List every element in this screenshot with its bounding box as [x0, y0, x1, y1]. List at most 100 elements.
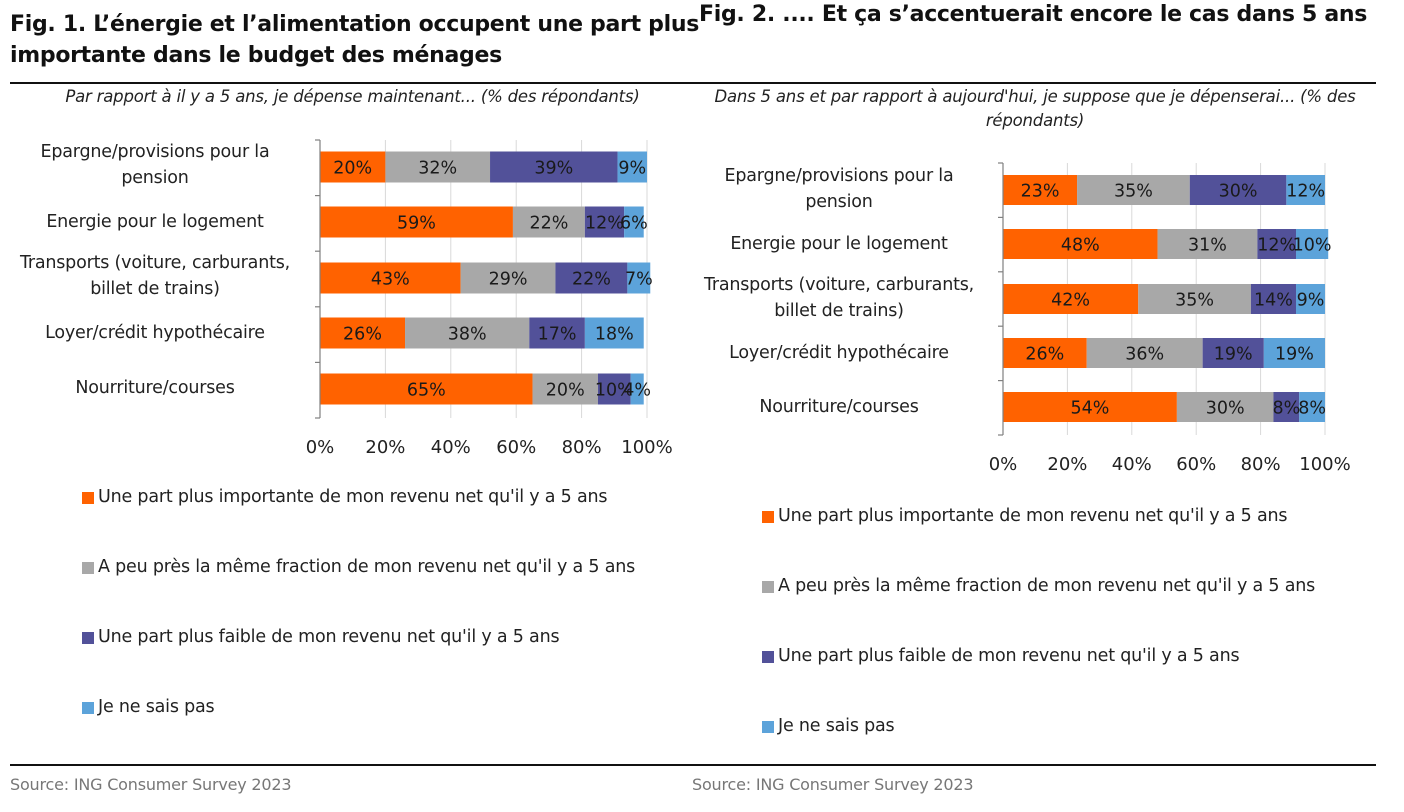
fig1-title: Fig. 1. L’énergie et l’alimentation occu…: [10, 12, 700, 68]
data-label: 29%: [489, 270, 528, 290]
bar-segment-less: [584, 206, 625, 238]
bar-segment-dont_know: [1286, 175, 1325, 205]
bar-segment-dont_know: [1296, 284, 1325, 314]
bar-segment-more: [1003, 392, 1177, 422]
bar-segment-less: [490, 151, 618, 183]
data-label: 42%: [1051, 291, 1090, 311]
data-label: 14%: [1254, 291, 1293, 311]
data-label: 35%: [1175, 291, 1214, 311]
data-label: 38%: [448, 325, 487, 345]
x-tick-label: 40%: [431, 437, 471, 458]
bar-segment-less: [1273, 392, 1300, 422]
data-label: 43%: [371, 270, 410, 290]
bar-segment-more: [1003, 175, 1078, 205]
data-label: 20%: [546, 381, 585, 401]
data-label: 35%: [1114, 182, 1153, 202]
bar-segment-dont_know: [584, 317, 644, 349]
category-label: Nourriture/courses: [75, 378, 235, 398]
bar-segment-same: [532, 373, 598, 405]
fig1-legend: Une part plus importante de mon revenu n…: [82, 484, 692, 734]
bar-segment-more: [320, 373, 533, 405]
data-label: 19%: [1275, 345, 1314, 365]
bar-segment-same: [460, 262, 556, 294]
data-label: 32%: [418, 159, 457, 179]
bar-segment-more: [320, 262, 461, 294]
data-label: 59%: [397, 214, 436, 234]
fig2-legend: Une part plus importante de mon revenu n…: [762, 503, 1372, 753]
bar-segment-less: [529, 317, 585, 349]
category-label: Epargne/provisions pour la pension: [724, 166, 954, 212]
bar-segment-more: [1003, 229, 1158, 259]
x-tick-label: 40%: [1112, 454, 1152, 475]
bar-segment-dont_know: [617, 151, 647, 183]
category-label: Nourriture/courses: [759, 397, 919, 417]
data-label: 54%: [1070, 399, 1109, 419]
data-label: 9%: [618, 159, 646, 179]
bar-segment-less: [555, 262, 628, 294]
data-label: 39%: [534, 159, 573, 179]
data-label: 36%: [1125, 345, 1164, 365]
category-label: Energie pour le logement: [46, 212, 264, 232]
legend-swatch: [762, 721, 774, 733]
data-label: 7%: [625, 270, 653, 290]
bar-segment-less: [1257, 229, 1297, 259]
data-label: 18%: [595, 325, 634, 345]
bar-segment-more: [1003, 284, 1139, 314]
x-tick-label: 60%: [1176, 454, 1216, 475]
legend-label: Une part plus importante de mon revenu n…: [98, 487, 608, 507]
fig2-subtitle: Dans 5 ans et par rapport à aujourd'hui,…: [714, 87, 1356, 130]
data-label: 48%: [1061, 236, 1100, 256]
bar-segment-more: [320, 206, 513, 238]
bar-segment-more: [320, 317, 406, 349]
x-tick-label: 80%: [1241, 454, 1281, 475]
data-label: 10%: [595, 381, 634, 401]
legend-label: Une part plus faible de mon revenu net q…: [98, 627, 560, 647]
fig1-source: Source: ING Consumer Survey 2023: [10, 775, 292, 794]
legend-label: Une part plus faible de mon revenu net q…: [778, 646, 1240, 666]
legend-label: A peu près la même fraction de mon reven…: [778, 576, 1316, 596]
data-label: 6%: [620, 214, 648, 234]
legend-swatch: [82, 562, 94, 574]
x-tick-label: 60%: [496, 437, 536, 458]
legend-swatch: [82, 632, 94, 644]
data-label: 26%: [1025, 345, 1064, 365]
data-label: 26%: [343, 325, 382, 345]
data-label: 17%: [538, 325, 577, 345]
x-tick-label: 0%: [989, 454, 1018, 475]
data-label: 8%: [1298, 399, 1326, 419]
bar-segment-same: [385, 151, 491, 183]
data-label: 65%: [407, 381, 446, 401]
data-label: 31%: [1188, 236, 1227, 256]
bar-segment-same: [1138, 284, 1251, 314]
legend-label: A peu près la même fraction de mon reven…: [98, 557, 636, 577]
bar-segment-less: [1250, 284, 1297, 314]
fig2-title: Fig. 2. .... Et ça s’accentuerait encore…: [699, 2, 1368, 27]
category-label: Transports (voiture, carburants, billet …: [19, 253, 291, 299]
bar-segment-less: [1189, 175, 1287, 205]
bar-segment-dont_know: [624, 206, 644, 238]
data-label: 23%: [1021, 182, 1060, 202]
legend-swatch: [762, 511, 774, 523]
bar-segment-less: [1202, 338, 1264, 368]
bar-segment-more: [1003, 338, 1087, 368]
bar-segment-dont_know: [1263, 338, 1325, 368]
x-tick-label: 0%: [306, 437, 335, 458]
x-tick-label: 80%: [562, 437, 602, 458]
data-label: 9%: [1297, 291, 1325, 311]
bar-segment-dont_know: [630, 373, 644, 405]
bar-segment-same: [1176, 392, 1274, 422]
data-label: 22%: [529, 214, 568, 234]
data-label: 19%: [1214, 345, 1253, 365]
bar-segment-dont_know: [1299, 392, 1325, 422]
fig2-chart: 0% 20% 40% 60% 80% 100%23% 35% 30% 12%48% 31% 12%1…: [989, 162, 1351, 475]
category-label: Loyer/crédit hypothécaire: [729, 343, 949, 363]
data-label: 20%: [333, 159, 372, 179]
footer-divider: [10, 764, 1376, 766]
x-tick-label: 100%: [1299, 454, 1350, 475]
bar-segment-less: [597, 373, 631, 405]
data-label: 22%: [572, 270, 611, 290]
bar-segment-more: [320, 151, 386, 183]
data-label: 12%: [585, 214, 624, 234]
data-label: 30%: [1219, 182, 1258, 202]
bar-segment-same: [1086, 338, 1203, 368]
